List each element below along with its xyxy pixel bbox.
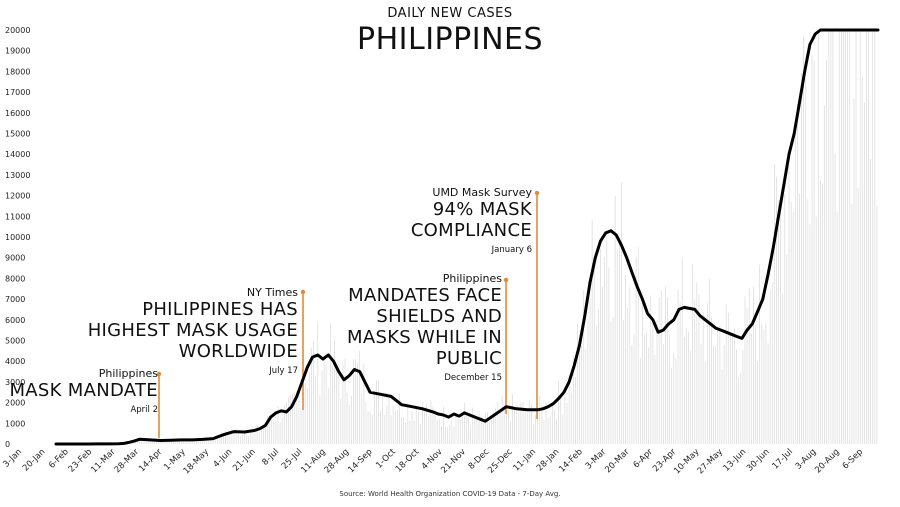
x-tick-label: 17-Jul bbox=[771, 447, 795, 471]
y-tick-label: 10000 bbox=[5, 233, 30, 242]
x-tick-label: 20-Jan bbox=[21, 447, 47, 473]
chart-subtitle: DAILY NEW CASES bbox=[387, 6, 513, 21]
x-tick-label: 14-Feb bbox=[557, 447, 585, 475]
y-tick-label: 9000 bbox=[5, 254, 25, 263]
annotation-headline: MASK MANDATE bbox=[9, 380, 158, 402]
annotation-leader-dot bbox=[300, 289, 306, 295]
x-tick-label: 28-Jan bbox=[535, 447, 561, 473]
y-tick-label: 15000 bbox=[5, 130, 30, 139]
annotation-source: NY Times bbox=[246, 286, 298, 299]
annotation-date: December 15 bbox=[444, 373, 502, 384]
annotation-headline: 94% MASK bbox=[432, 199, 532, 221]
annotation-source: Philippines bbox=[442, 272, 502, 285]
annotation-ny-times: NY Times PHILIPPINES HAS HIGHEST MASK US… bbox=[88, 286, 298, 377]
y-tick-label: 20000 bbox=[5, 26, 30, 35]
annotation-umd-survey: UMD Mask Survey 94% MASK COMPLIANCE Janu… bbox=[411, 186, 532, 255]
annotation-leader-dot bbox=[534, 190, 540, 196]
x-tick-label: 21-Jun bbox=[231, 447, 258, 474]
annotation-mask-mandate: Philippines MASK MANDATE April 2 bbox=[9, 367, 158, 415]
chart-title: PHILIPPINES bbox=[356, 22, 544, 57]
annotation-leaders bbox=[156, 190, 540, 438]
x-tick-label: 11-Mar bbox=[89, 447, 118, 476]
annotation-source: Philippines bbox=[98, 367, 158, 380]
series-line-daily-cases bbox=[54, 28, 880, 446]
y-axis: 0 1000 2000 3000 4000 5000 6000 7000 8000 9000 100… bbox=[5, 26, 30, 449]
y-tick-label: 8000 bbox=[5, 274, 25, 283]
x-tick-label: 30-Jun bbox=[745, 447, 772, 474]
daily-bars bbox=[131, 30, 878, 444]
y-tick-label: 6000 bbox=[5, 316, 25, 325]
x-tick-label: 8-Jul bbox=[260, 447, 281, 468]
y-tick-label: 5000 bbox=[5, 337, 25, 346]
x-tick-label: 11-Jan bbox=[512, 447, 538, 473]
y-tick-label: 18000 bbox=[5, 67, 30, 76]
x-tick-label: 14-Apr bbox=[137, 447, 165, 475]
x-tick-label: 23-Feb bbox=[67, 447, 95, 475]
x-tick-label: 18-May bbox=[182, 447, 211, 476]
x-tick-label: 6-Sep bbox=[841, 447, 865, 471]
y-tick-label: 1000 bbox=[5, 419, 25, 428]
annotation-leader-dot bbox=[156, 371, 162, 377]
annotation-date: April 2 bbox=[130, 405, 158, 416]
x-tick-label: 18-Oct bbox=[394, 447, 422, 475]
x-tick-label: 20-Mar bbox=[603, 447, 632, 476]
annotation-date: January 6 bbox=[491, 245, 532, 256]
x-tick-label: 13-Jun bbox=[722, 447, 749, 474]
annotation-leader-dot bbox=[503, 277, 509, 283]
annotation-headline: PHILIPPINES HAS bbox=[142, 299, 298, 321]
y-tick-label: 19000 bbox=[5, 47, 30, 56]
annotation-headline: SHIELDS AND bbox=[376, 306, 502, 328]
y-tick-label: 11000 bbox=[5, 212, 30, 221]
y-tick-label: 4000 bbox=[5, 357, 25, 366]
y-tick-label: 7000 bbox=[5, 295, 25, 304]
annotation-headline: COMPLIANCE bbox=[410, 220, 532, 242]
x-tick-label: 27-May bbox=[696, 447, 725, 476]
x-tick-label: 28-Aug bbox=[323, 447, 351, 475]
annotation-date: July 17 bbox=[269, 366, 298, 377]
y-tick-label: 3000 bbox=[5, 378, 25, 387]
y-tick-label: 17000 bbox=[5, 88, 30, 97]
y-tick-label: 2000 bbox=[5, 399, 25, 408]
annotation-headline: WORLDWIDE bbox=[178, 341, 298, 363]
x-tick-label: 28-Mar bbox=[113, 447, 142, 476]
x-tick-label: 21-Nov bbox=[439, 447, 468, 476]
annotation-source: UMD Mask Survey bbox=[432, 186, 532, 199]
x-tick-label: 14-Sep bbox=[346, 447, 374, 475]
annotation-headline: MASKS WHILE IN bbox=[347, 327, 502, 349]
x-tick-label: 20-Aug bbox=[813, 447, 841, 475]
x-tick-label: 11-Aug bbox=[299, 447, 327, 475]
y-tick-label: 14000 bbox=[5, 150, 30, 159]
y-tick-label: 16000 bbox=[5, 109, 30, 118]
annotation-headline: PUBLIC bbox=[435, 348, 502, 370]
y-tick-label: 13000 bbox=[5, 171, 30, 180]
annotation-face-shields: Philippines MANDATES FACE SHIELDS AND MA… bbox=[347, 272, 502, 384]
x-tick-label: 25-Dec bbox=[486, 447, 515, 476]
y-tick-label: 12000 bbox=[5, 192, 30, 201]
chart-source: Source: World Health Organization COVID-… bbox=[339, 490, 561, 498]
annotation-headline: HIGHEST MASK USAGE bbox=[87, 320, 298, 342]
y-tick-label: 0 bbox=[5, 440, 10, 449]
annotation-headline: MANDATES FACE bbox=[348, 285, 502, 307]
